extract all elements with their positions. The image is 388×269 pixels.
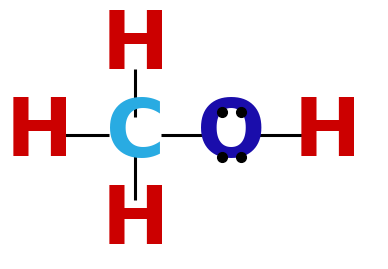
Text: H: H — [294, 95, 361, 174]
Text: H: H — [5, 95, 73, 174]
Text: C: C — [106, 95, 165, 174]
Text: O: O — [197, 95, 265, 174]
Text: H: H — [102, 183, 169, 261]
Text: H: H — [102, 8, 169, 86]
